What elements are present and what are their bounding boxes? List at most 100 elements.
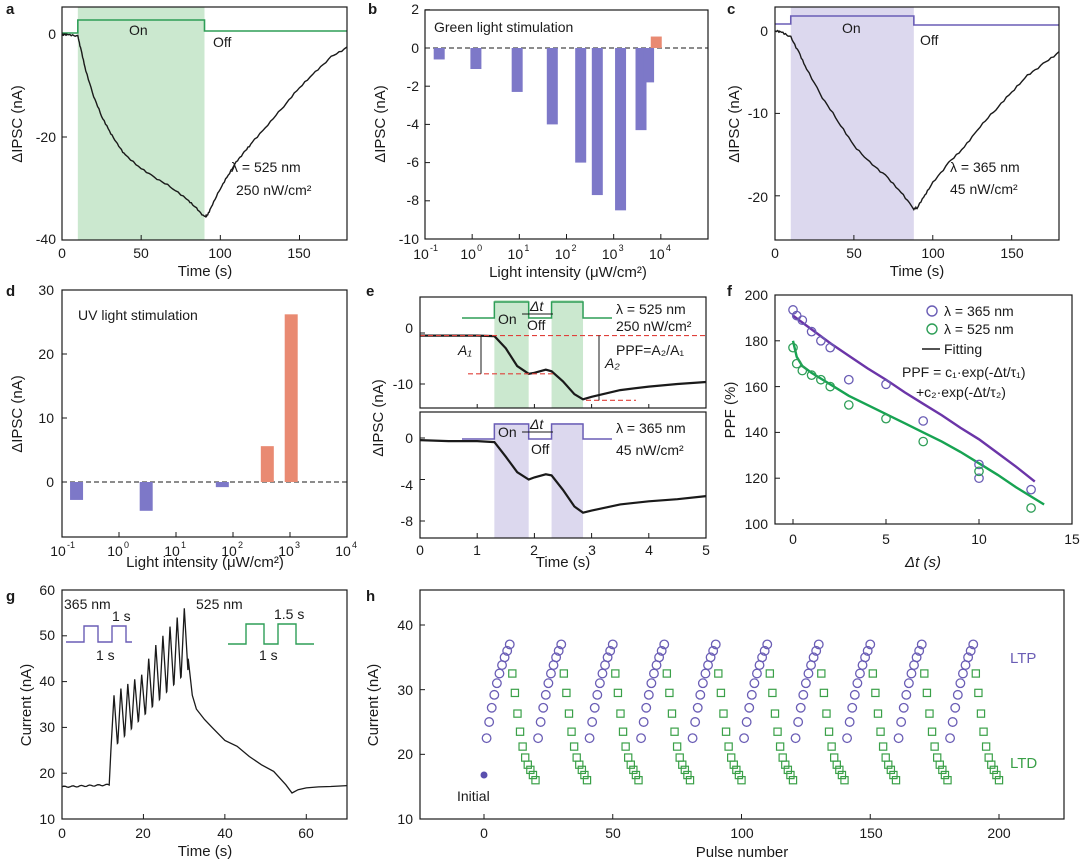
- panel-h-ltd-point: [781, 760, 790, 769]
- panel-h-ltd-point: [884, 760, 893, 769]
- panel-d-xtick: 10: [278, 543, 294, 559]
- panel-e-top-ticks: [419, 332, 707, 408]
- panel-a-ticks: [61, 33, 300, 241]
- panel-h-ltp-point: [607, 639, 618, 650]
- panel-f-equation-2: +c₂·exp(-Δt/τ₂): [916, 384, 1006, 400]
- panel-h-ltp-point: [803, 668, 814, 679]
- panel-a-light-indicator: [62, 19, 347, 34]
- panel-d-xticklabels: 10 -1 10 0 10 1 10 2 10 3 10 4: [50, 540, 357, 559]
- panel-f-point-525: [825, 381, 836, 392]
- panel-h-ltp-point: [592, 689, 603, 700]
- panel-h-ltd-point: [783, 765, 793, 775]
- panel-c-off-label: Off: [920, 32, 939, 48]
- panel-h-ltd-point: [611, 669, 620, 678]
- panel-a-ytick: -40: [36, 231, 56, 247]
- panel-c-xtick: 100: [921, 245, 945, 261]
- panel-h-ltp-point: [950, 702, 961, 713]
- panel-d-ticks: [61, 289, 348, 537]
- panel-a-xlabel: Time (s): [178, 263, 232, 280]
- panel-h-ltd-point: [886, 765, 896, 775]
- panel-f-point-525: [816, 374, 826, 385]
- panel-b-bar: [575, 48, 587, 163]
- panel-h-initial-point: [480, 771, 488, 779]
- panel-h-ltd-point: [567, 727, 576, 736]
- panel-d-bar: [215, 482, 229, 488]
- panel-d-bar: [139, 482, 153, 511]
- panel-c-ytick: -10: [748, 105, 768, 121]
- panel-h-ltp-point: [847, 702, 858, 713]
- panel-f-point-525: [806, 370, 817, 380]
- panel-c-xtick: 50: [846, 245, 862, 261]
- panel-e-top-frame: [419, 296, 707, 409]
- panel-e-xtick: 0: [416, 542, 424, 558]
- panel-h-ltp-point: [759, 645, 770, 656]
- panel-g-xtick: 0: [58, 825, 66, 841]
- panel-h-ltp-point: [705, 652, 716, 663]
- panel-h-ltd-point: [881, 753, 890, 762]
- panel-f-point-525: [881, 413, 891, 424]
- panel-f-point-365: [825, 342, 836, 353]
- panel-e-xtick: 2: [530, 542, 538, 558]
- panel-h-ltd-point: [981, 742, 991, 751]
- panel-a-off-label: Off: [213, 34, 232, 50]
- panel-g-uv-on-time: 1 s: [112, 608, 131, 624]
- panel-h-ltd-point: [930, 742, 939, 751]
- panel-g-ylabel: Current (nA): [18, 664, 35, 747]
- panel-e-top-indicator: [462, 301, 612, 319]
- panel-e-top-off: Off: [527, 317, 546, 333]
- panel-d-xtick-exponent: 0: [124, 540, 129, 550]
- panel-e-top-ytick: 0: [405, 320, 413, 336]
- panel-h-ltd-point: [827, 742, 836, 751]
- panel-h-ltd-point: [683, 770, 692, 780]
- panel-h-ltp-point: [535, 717, 546, 727]
- panel-f-legend-marker-525: [926, 323, 938, 335]
- panel-c-wavelength: λ = 365 nm: [950, 159, 1020, 175]
- panel-e-bottom-on: On: [498, 424, 517, 440]
- panel-f-point-365: [1026, 484, 1036, 495]
- panel-h-xtick: 200: [987, 825, 1011, 841]
- panel-g: 365 nm 1 s 1 s 525 nm 1.5 s 1 s 60 50 40…: [18, 582, 348, 860]
- panel-b-bar: [591, 48, 603, 196]
- panel-h-ltp-point: [952, 689, 963, 700]
- panel-h-ltp-point: [546, 668, 556, 679]
- panel-h-ltp-point: [659, 639, 670, 650]
- panel-h-ltd-point: [992, 770, 1001, 780]
- panel-b-ytick: -6: [407, 154, 420, 170]
- panel-e-bottom-dt: Δt: [529, 416, 544, 432]
- panel-h-ltd-point: [562, 688, 571, 698]
- panel-c-xtick: 150: [1000, 245, 1024, 261]
- panel-h-ltd-point: [932, 753, 942, 762]
- panel-f-xlabel: Δt (s): [904, 554, 941, 571]
- panel-c-power: 45 nW/cm²: [950, 181, 1018, 197]
- panel-f-points-525: [788, 342, 1036, 513]
- panel-h-ltd-point: [737, 775, 746, 785]
- panel-h-ltp-point: [594, 678, 605, 689]
- panel-b-xtick-exponent: -1: [430, 243, 438, 253]
- panel-f-point-365: [974, 473, 984, 484]
- panel-f-point-365: [816, 335, 826, 346]
- panel-a-xtick: 50: [133, 245, 149, 261]
- panel-h-ltp-point: [896, 717, 907, 727]
- panel-g-green-on-time: 1.5 s: [274, 606, 304, 622]
- panel-e-bottom-frame: [419, 411, 707, 539]
- panel-c-xlabel: Time (s): [890, 263, 944, 280]
- panel-d-title: UV light stimulation: [78, 307, 198, 323]
- panel-f-xtick: 0: [789, 531, 797, 547]
- panel-h-ltp-point: [752, 668, 762, 679]
- panel-g-ytick: 60: [39, 582, 55, 598]
- panel-b-ylabel: ΔIPSC (nA): [372, 85, 389, 163]
- panel-f: λ = 365 nm λ = 525 nm Fitting PPF = c₁·e…: [722, 287, 1080, 571]
- panel-d-ytick: 10: [38, 410, 54, 426]
- panel-f-point-365: [806, 326, 817, 337]
- panel-e-xtick: 4: [645, 542, 653, 558]
- panel-e-bottom-wavelength: λ = 365 nm: [616, 420, 686, 436]
- panel-b-ticks: [424, 9, 709, 240]
- panel-h-ltp-point: [504, 639, 515, 650]
- panel-h-ltd-point: [572, 753, 581, 762]
- panel-c: On Off λ = 365 nm 45 nW/cm² 0 -10 -20 0 …: [726, 6, 1060, 280]
- panel-b: Green light stimulation 2 0 -2 -4 -6 -8 …: [372, 1, 709, 281]
- panel-h-ltd-point: [876, 727, 885, 736]
- panel-d-xtick: 10: [335, 543, 351, 559]
- panel-f-ylabel: PPF (%): [722, 382, 739, 439]
- panel-h-ltd-point: [685, 775, 695, 785]
